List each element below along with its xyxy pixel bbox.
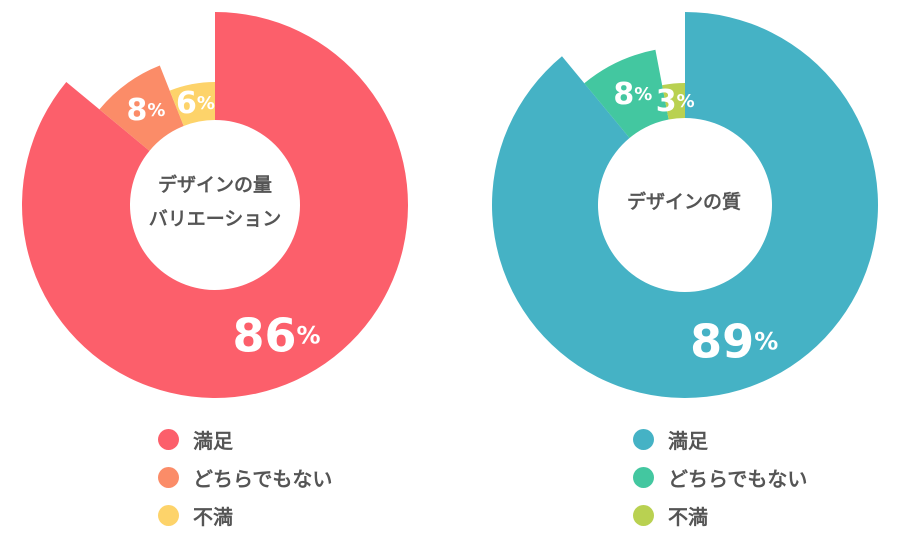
center-title-line-1: デザインの質 [626, 191, 741, 213]
data-label-2: 8% [126, 92, 165, 127]
slice-3 [169, 82, 215, 126]
legend-item: 不満 [633, 496, 807, 534]
legend-swatch [158, 466, 179, 488]
chart-legend: 満足どちらでもない 不満 [158, 420, 332, 534]
slice-2 [99, 65, 184, 151]
center-title-line-1: デザインの量 [157, 174, 272, 196]
data-label-1: 89% [690, 315, 778, 369]
legend-label: どちらでもない [193, 466, 333, 491]
legend-item: 満足 [633, 420, 807, 458]
legend-item: どちらでもない [158, 458, 332, 496]
legend-label: 不満 [668, 504, 708, 529]
donut-chart: 89% 8% 3% [492, 12, 878, 399]
legend-item: 不満 [158, 496, 332, 534]
chart-legend: 満足どちらでもない 不満 [633, 420, 807, 534]
chart-design-quantity: 86% 8% 6% デザインの量 バリエーション 満足どちらでもない 不満 [21, 12, 408, 534]
data-label-3: 3% [656, 83, 695, 118]
legend-swatch [633, 504, 654, 526]
data-label-3: 6% [176, 85, 215, 120]
data-label-1: 86% [232, 309, 320, 363]
legend-label: 不満 [193, 504, 233, 529]
chart-center-title: デザインの質 [584, 185, 784, 219]
slice-3 [662, 83, 685, 120]
legend-item: どちらでもない [633, 458, 807, 496]
legend-swatch [158, 428, 179, 450]
legend-label: どちらでもない [668, 466, 808, 491]
chart-design-quality: 89% 8% 3% デザインの質 満足どちらでもない 不満 [450, 0, 900, 534]
donut-chart: 86% 8% 6% [21, 12, 408, 398]
slice-1 [492, 12, 878, 399]
data-label-2: 8% [613, 77, 652, 112]
center-title-line-2: バリエーション [148, 208, 282, 230]
chart-center-title: デザインの量 バリエーション [115, 168, 315, 236]
legend-swatch [633, 428, 654, 450]
slice-1 [21, 12, 408, 398]
legend-item: 満足 [158, 420, 332, 458]
legend-swatch [158, 504, 179, 526]
slice-2 [584, 49, 669, 138]
legend-swatch [633, 466, 654, 488]
legend-label: 満足 [193, 428, 233, 453]
legend-label: 満足 [668, 428, 708, 453]
